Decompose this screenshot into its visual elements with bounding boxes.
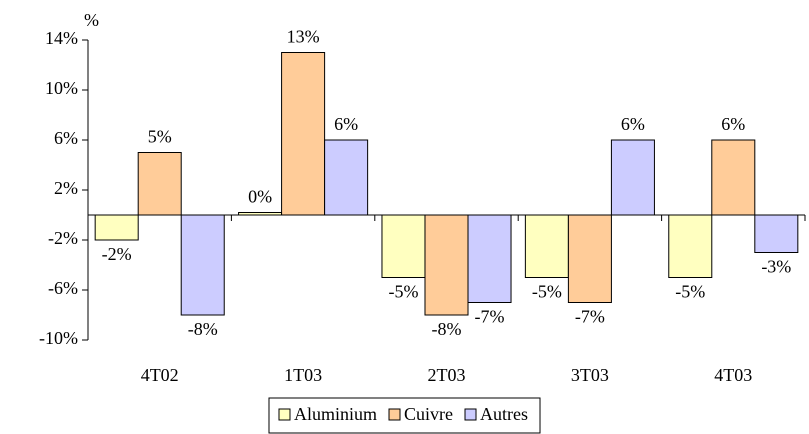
legend-swatch	[388, 408, 401, 421]
legend-label: Autres	[480, 404, 528, 424]
x-tick-label: 4T02	[141, 365, 179, 385]
y-tick-label: -10%	[39, 328, 78, 348]
bar	[180, 214, 225, 316]
y-tick-label: 14%	[45, 28, 78, 48]
value-label: -8%	[432, 319, 462, 339]
value-label: -7%	[475, 307, 505, 327]
value-label: 6%	[721, 114, 745, 134]
legend-label: Aluminium	[294, 404, 377, 424]
value-label: 5%	[148, 127, 172, 147]
y-tick-label: -2%	[48, 228, 78, 248]
y-tick-label: 2%	[54, 178, 78, 198]
y-tick-label: 10%	[45, 78, 78, 98]
value-label: -3%	[761, 257, 791, 277]
value-label: -7%	[575, 307, 605, 327]
bar	[754, 214, 799, 253]
bar	[94, 214, 139, 241]
y-tick-label: 6%	[54, 128, 78, 148]
bar	[281, 52, 326, 216]
x-tick-label: 2T03	[428, 365, 466, 385]
value-label: -8%	[188, 319, 218, 339]
value-label: -5%	[675, 282, 705, 302]
bar	[424, 214, 469, 316]
value-label: -2%	[102, 244, 132, 264]
value-label: 6%	[334, 114, 358, 134]
value-label: -5%	[388, 282, 418, 302]
bar	[524, 214, 569, 278]
y-axis-label: %	[84, 10, 99, 30]
bar	[137, 152, 182, 216]
value-label: 0%	[248, 187, 272, 207]
bar	[381, 214, 426, 278]
legend-swatch	[464, 408, 477, 421]
x-tick-label: 4T03	[714, 365, 752, 385]
legend: Aluminium Cuivre Autres	[268, 397, 541, 434]
value-label: 6%	[621, 114, 645, 134]
value-label: -5%	[532, 282, 562, 302]
x-tick-label: 3T03	[571, 365, 609, 385]
bar	[324, 139, 369, 216]
bar	[668, 214, 713, 278]
legend-label: Cuivre	[404, 404, 453, 424]
bar	[467, 214, 512, 303]
bar	[711, 139, 756, 216]
y-tick-label: -6%	[48, 278, 78, 298]
value-label: 13%	[287, 27, 320, 47]
legend-swatch	[278, 408, 291, 421]
bar	[610, 139, 655, 216]
x-tick-label: 1T03	[284, 365, 322, 385]
bar	[567, 214, 612, 303]
legend-box	[268, 397, 541, 434]
